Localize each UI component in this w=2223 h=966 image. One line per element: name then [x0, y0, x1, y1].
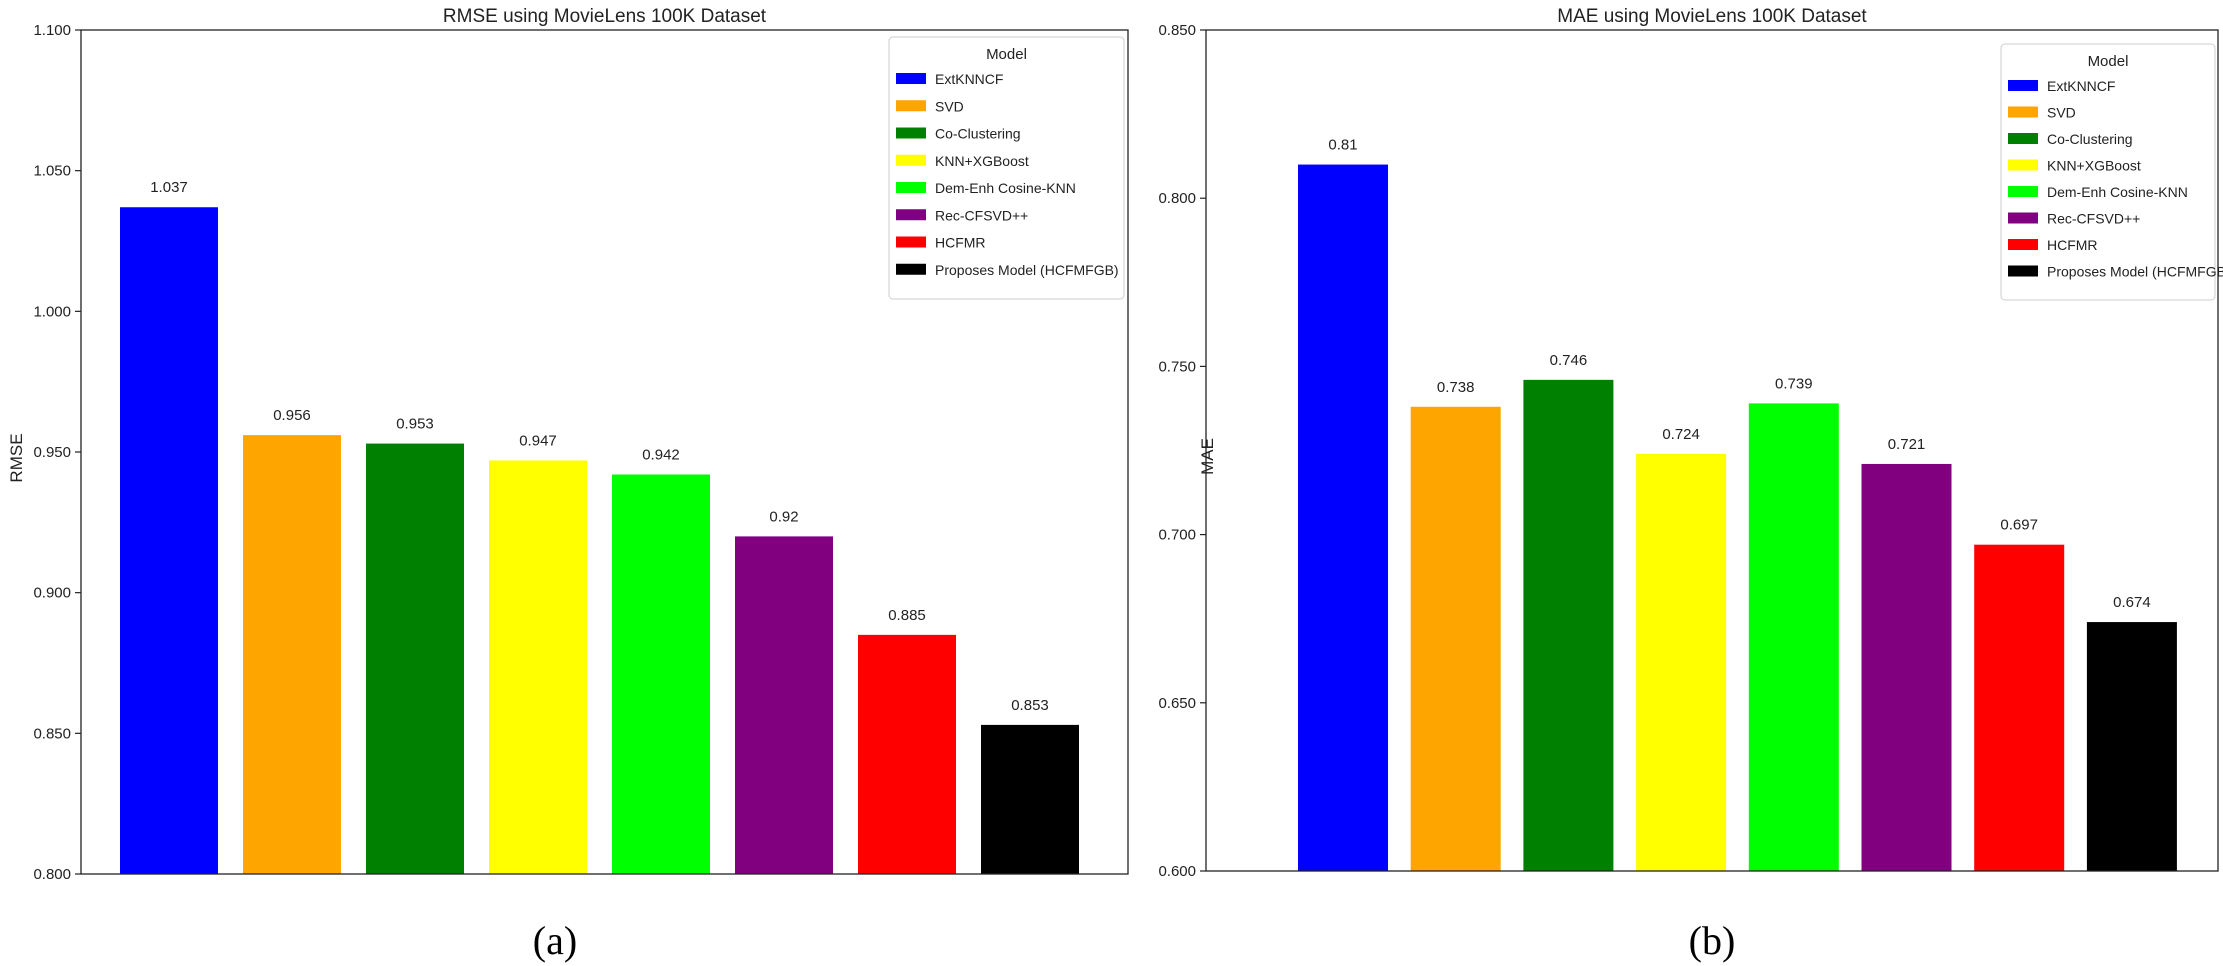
legend-entry: HCFMR — [935, 235, 986, 251]
legend-swatch — [2008, 133, 2038, 144]
legend-swatch — [2008, 80, 2038, 91]
legend: Model ExtKNNCF SVD Co-Clustering KNN+XGBoost… — [2000, 43, 2223, 301]
bar-value-label: 0.956 — [273, 407, 311, 424]
y-tick-label: 0.750 — [1158, 358, 1196, 375]
legend-entry: Dem-Enh Cosine-KNN — [935, 180, 1076, 196]
legend-entry: ExtKNNCF — [935, 71, 1003, 87]
bar-value-label: 0.674 — [2113, 594, 2151, 611]
y-tick-label: 0.850 — [1158, 22, 1196, 39]
legend-swatch — [896, 100, 926, 112]
y-tick-label: 0.600 — [1158, 863, 1196, 880]
figure-caption: (b) — [1689, 918, 1736, 963]
bar-extknncf — [120, 207, 218, 875]
bar-value-label: 0.697 — [2000, 517, 2038, 534]
legend-box — [2000, 43, 2216, 301]
legend-swatch — [2008, 186, 2038, 197]
y-tick-label: 0.800 — [33, 866, 71, 883]
legend-entry: SVD — [2047, 105, 2076, 121]
legend-entry: Rec-CFSVD++ — [935, 207, 1028, 223]
bar-svd — [1410, 406, 1501, 871]
chart-title: MAE using MovieLens 100K Dataset — [1557, 6, 1867, 27]
y-tick-label: 1.100 — [33, 22, 71, 39]
legend-entry: Proposes Model (HCFMFGB) — [935, 262, 1119, 278]
y-tick-label: 0.700 — [1158, 527, 1196, 544]
legend-entry: Co-Clustering — [2047, 131, 2133, 147]
bar-value-label: 0.885 — [888, 607, 926, 624]
legend-entry: Rec-CFSVD++ — [2047, 211, 2140, 227]
legend-entry: Proposes Model (HCFMFGB) — [2047, 264, 2223, 280]
legend-entry: ExtKNNCF — [2047, 78, 2115, 94]
bar-extknncf — [1298, 164, 1388, 871]
legend-swatch — [896, 182, 926, 193]
legend-entry: Co-Clustering — [935, 126, 1021, 142]
bar-proposes-model-hcfmfgb- — [2086, 622, 2177, 871]
legend-entry: Dem-Enh Cosine-KNN — [2047, 184, 2188, 200]
bar-value-label: 0.746 — [1550, 352, 1588, 369]
legend: Model ExtKNNCF SVD Co-Clustering KNN+XGBoost… — [888, 36, 1125, 300]
legend-swatch — [2008, 106, 2038, 118]
legend-box — [888, 36, 1125, 300]
y-tick-label: 0.950 — [33, 444, 71, 461]
bar-proposes-model-hcfmfgb- — [981, 724, 1079, 874]
legend-swatch — [896, 263, 926, 275]
bar-hcfmr — [858, 634, 956, 874]
figure-caption: (a) — [533, 918, 577, 963]
y-tick-label: 0.800 — [1158, 190, 1196, 207]
legend-swatch — [896, 209, 926, 221]
legend-entry: HCFMR — [2047, 237, 2098, 253]
bar-hcfmr — [1974, 544, 2065, 871]
bar-dem-enh-cosine-knn — [1748, 403, 1839, 871]
legend-swatch — [896, 236, 926, 248]
bar-value-label: 0.739 — [1775, 375, 1813, 392]
y-tick-label: 0.900 — [33, 585, 71, 602]
bar-co-clustering — [366, 443, 464, 874]
bar-value-label: 0.738 — [1437, 379, 1475, 396]
bar-svd — [243, 435, 341, 874]
bar-value-label: 0.721 — [1888, 436, 1926, 453]
legend-entry: SVD — [935, 98, 964, 114]
chart-title: RMSE using MovieLens 100K Dataset — [443, 6, 767, 27]
legend-title: Model — [2088, 53, 2129, 70]
bar-value-label: 0.81 — [1328, 137, 1357, 154]
legend-swatch — [2008, 159, 2038, 171]
bar-value-label: 0.724 — [1662, 426, 1700, 443]
bar-value-label: 0.947 — [519, 432, 557, 449]
y-axis-label: MAE — [1198, 438, 1217, 475]
bar-value-label: 0.853 — [1011, 697, 1049, 714]
bar-value-label: 0.953 — [396, 416, 434, 433]
legend-swatch — [896, 154, 926, 166]
y-tick-label: 0.650 — [1158, 695, 1196, 712]
bar-value-label: 0.92 — [769, 508, 798, 525]
bar-dem-enh-cosine-knn — [612, 474, 710, 874]
legend-entry: KNN+XGBoost — [2047, 158, 2141, 174]
bar-rec-cfsvd- — [1861, 463, 1952, 871]
y-tick-label: 1.050 — [33, 163, 71, 180]
bar-co-clustering — [1523, 379, 1614, 871]
legend-swatch — [2008, 239, 2038, 250]
y-axis-label: RMSE — [7, 433, 26, 482]
legend-entry: KNN+XGBoost — [935, 153, 1029, 169]
legend-swatch — [2008, 212, 2038, 224]
plot-frame — [80, 29, 1129, 875]
legend-title: Model — [986, 46, 1027, 63]
y-tick-label: 1.000 — [33, 303, 71, 320]
bar-knn-xgboost — [1636, 453, 1727, 871]
bar-knn-xgboost — [489, 460, 587, 874]
mae-chart: MAE using MovieLens 100K Dataset 0.600 0.6… — [1158, 6, 2223, 963]
bar-value-label: 0.942 — [642, 447, 680, 464]
legend-swatch — [896, 127, 926, 139]
y-tick-label: 0.850 — [33, 725, 71, 742]
bar-rec-cfsvd- — [735, 536, 833, 874]
legend-swatch — [2008, 265, 2038, 277]
plot-frame — [1205, 29, 2219, 872]
rmse-chart: RMSE using MovieLens 100K Dataset 0.800 0.… — [7, 6, 1129, 963]
bar-value-label: 1.037 — [150, 179, 188, 196]
legend-swatch — [896, 73, 926, 84]
